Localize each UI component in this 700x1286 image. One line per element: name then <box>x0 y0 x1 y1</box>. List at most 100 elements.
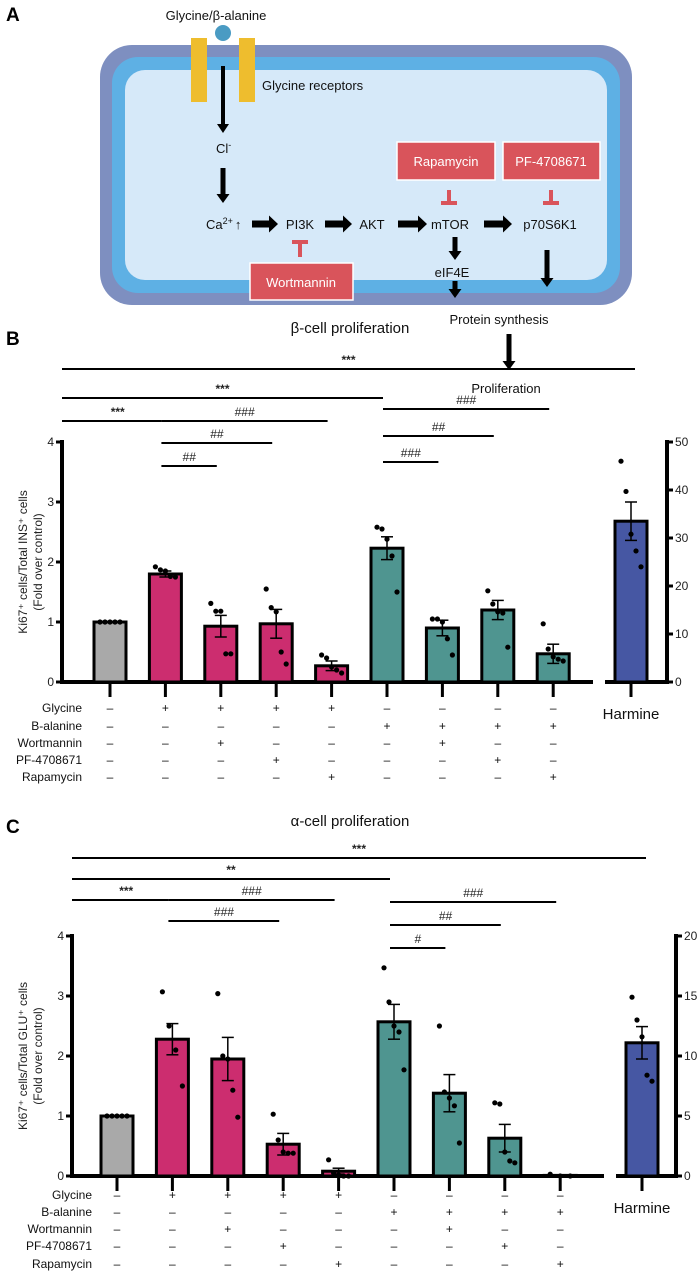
condition-mark: + <box>550 719 557 733</box>
y-axis-label: Ki67⁺ cells/Total GLU⁺ cells <box>16 982 30 1130</box>
data-point <box>389 553 395 559</box>
rapamycin-box <box>396 141 496 181</box>
condition-mark: + <box>328 770 335 784</box>
data-point <box>339 670 345 676</box>
data-point <box>500 610 506 616</box>
bar <box>376 1020 412 1178</box>
condition-mark: + <box>280 1188 287 1202</box>
condition-mark: + <box>217 701 224 715</box>
y-tick-label: 0 <box>57 1169 64 1183</box>
condition-label: B-alanine <box>31 719 82 733</box>
y2-tick-label: 10 <box>684 1049 698 1063</box>
data-point <box>172 574 178 580</box>
condition-mark: – <box>114 1257 121 1271</box>
condition-mark: + <box>501 1239 508 1253</box>
condition-mark: – <box>169 1222 176 1236</box>
data-point <box>109 1113 115 1119</box>
condition-mark: – <box>107 701 114 715</box>
condition-mark: – <box>328 719 335 733</box>
data-point <box>436 1023 442 1029</box>
inhibit-p70s6k1-icon <box>549 190 553 204</box>
data-point <box>157 567 163 573</box>
data-point <box>386 999 392 1005</box>
condition-mark: + <box>169 1188 176 1202</box>
y2-tick-label: 0 <box>684 1169 691 1183</box>
node-proliferation: Proliferation <box>471 381 540 396</box>
data-point <box>124 1113 130 1119</box>
data-point <box>497 1101 503 1107</box>
y2-tick-label: 20 <box>675 579 689 593</box>
data-point <box>429 616 435 622</box>
data-point <box>334 667 340 673</box>
data-point <box>401 1067 407 1073</box>
arrow-down-icon <box>448 237 462 260</box>
data-point <box>167 573 173 580</box>
condition-mark: – <box>446 1239 453 1253</box>
condition-mark: + <box>439 736 446 750</box>
condition-mark: – <box>550 736 557 750</box>
condition-mark: – <box>557 1222 564 1236</box>
data-point <box>434 616 440 622</box>
data-point <box>220 1053 226 1059</box>
data-point <box>215 991 221 997</box>
ligand-label: Glycine/β-alanine <box>166 8 267 23</box>
condition-mark: – <box>280 1257 287 1271</box>
y2-tick-label: 5 <box>684 1109 691 1123</box>
condition-mark: + <box>439 719 446 733</box>
data-point <box>374 524 380 530</box>
condition-mark: – <box>217 719 224 733</box>
data-point <box>346 1173 352 1179</box>
data-point <box>117 619 123 625</box>
calcium-label: Ca2+ ↑ <box>206 216 241 232</box>
data-point <box>179 1083 185 1089</box>
condition-label: PF-4708671 <box>16 753 82 767</box>
data-point <box>290 1150 296 1156</box>
condition-mark: – <box>391 1222 398 1236</box>
bar <box>613 519 649 684</box>
data-point <box>456 1140 462 1146</box>
condition-mark: – <box>114 1239 121 1253</box>
condition-mark: – <box>107 753 114 767</box>
condition-mark: + <box>273 701 280 715</box>
condition-mark: – <box>494 701 501 715</box>
bar <box>147 572 183 684</box>
condition-mark: – <box>217 753 224 767</box>
condition-mark: – <box>162 770 169 784</box>
significance-label: ### <box>234 405 254 419</box>
significance-label: # <box>414 932 421 946</box>
data-point <box>324 655 330 661</box>
significance-label: ### <box>456 393 476 407</box>
data-point <box>638 564 644 570</box>
data-point <box>394 589 400 595</box>
glycine-receptor-right <box>239 38 255 102</box>
condition-mark: + <box>273 753 280 767</box>
data-point <box>495 609 501 615</box>
data-point <box>490 601 496 607</box>
wortmannin-label: Wortmannin <box>266 275 336 290</box>
condition-mark: – <box>439 753 446 767</box>
arrow-right-icon <box>398 215 427 233</box>
condition-mark: – <box>494 770 501 784</box>
condition-mark: – <box>224 1239 231 1253</box>
significance-label: *** <box>119 884 133 898</box>
y2-tick-label: 50 <box>675 435 689 449</box>
data-point <box>550 654 556 660</box>
arrow-down-icon <box>448 281 462 298</box>
condition-mark: – <box>328 753 335 767</box>
data-point <box>492 1100 498 1106</box>
data-point <box>384 536 390 542</box>
condition-mark: – <box>501 1222 508 1236</box>
data-point <box>444 636 450 642</box>
condition-label: Wortmannin <box>18 736 82 750</box>
condition-mark: + <box>494 719 501 733</box>
chart-title: α-cell proliferation <box>291 813 410 830</box>
pf-4708671-box <box>502 141 601 181</box>
node-akt: AKT <box>359 217 384 232</box>
significance-label: *** <box>341 353 355 367</box>
significance-label: ## <box>210 427 224 441</box>
y-tick-label: 2 <box>57 1049 64 1063</box>
data-point <box>331 1170 337 1176</box>
harmine-label: Harmine <box>614 1200 671 1217</box>
data-point <box>449 652 455 658</box>
condition-mark: – <box>501 1188 508 1202</box>
